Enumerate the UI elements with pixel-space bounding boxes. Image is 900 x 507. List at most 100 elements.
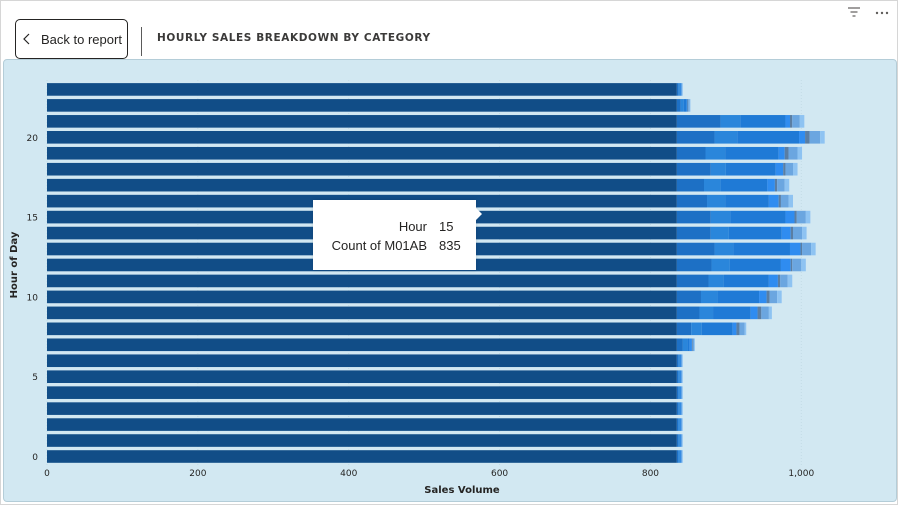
bar-segment[interactable] <box>789 115 793 128</box>
bar-segment[interactable] <box>679 434 681 447</box>
bar-segment[interactable] <box>710 210 731 224</box>
bar-segment[interactable] <box>701 322 733 336</box>
bar-segment[interactable] <box>777 290 782 304</box>
bar-segment[interactable] <box>682 386 683 399</box>
bar-segment[interactable] <box>47 418 677 431</box>
bar-segment[interactable] <box>676 306 700 320</box>
bar-segment[interactable] <box>790 258 793 272</box>
bar-segment[interactable] <box>714 131 738 144</box>
bar-segment[interactable] <box>737 131 800 144</box>
bar-segment[interactable] <box>676 290 701 304</box>
bar-segment[interactable] <box>47 338 677 352</box>
bar-segment[interactable] <box>678 434 680 447</box>
bar-segment[interactable] <box>676 322 692 336</box>
bar-segment[interactable] <box>780 194 789 208</box>
bar-segment[interactable] <box>676 402 679 415</box>
bar-segment[interactable] <box>802 242 812 256</box>
bar-segment[interactable] <box>676 83 679 96</box>
bar-segment[interactable] <box>47 146 677 160</box>
bar-segment[interactable] <box>678 418 680 431</box>
bar-segment[interactable] <box>784 146 789 160</box>
bar-segment[interactable] <box>679 418 681 431</box>
bar-segment[interactable] <box>47 322 677 336</box>
bar-segment[interactable] <box>47 274 677 288</box>
bar-segment[interactable] <box>793 162 798 176</box>
bar-segment[interactable] <box>805 210 811 224</box>
bar-segment[interactable] <box>799 115 805 128</box>
bar-segment[interactable] <box>47 131 677 144</box>
bar-segment[interactable] <box>766 290 770 304</box>
bar-segment[interactable] <box>676 386 679 399</box>
bar-segment[interactable] <box>689 99 691 112</box>
bar-segment[interactable] <box>680 386 682 399</box>
bar-segment[interactable] <box>676 178 704 192</box>
bar-segment[interactable] <box>787 274 793 288</box>
bar-segment[interactable] <box>796 210 806 224</box>
bar-segment[interactable] <box>820 131 825 144</box>
bar-segment[interactable] <box>788 146 798 160</box>
bar-segment[interactable] <box>700 290 718 304</box>
bar-segment[interactable] <box>680 450 682 463</box>
bar-segment[interactable] <box>47 162 677 176</box>
bar-segment[interactable] <box>676 450 679 463</box>
bar-segment[interactable] <box>680 99 684 112</box>
bar-segment[interactable] <box>682 354 683 368</box>
bar-segment[interactable] <box>778 194 781 208</box>
bar-segment[interactable] <box>681 450 683 463</box>
bar-segment[interactable] <box>676 210 711 224</box>
bar-segment[interactable] <box>780 274 788 288</box>
bar-segment[interactable] <box>781 226 791 240</box>
bar-segment[interactable] <box>680 402 682 415</box>
bar-segment[interactable] <box>47 83 677 96</box>
bar-segment[interactable] <box>725 146 779 160</box>
bar-segment[interactable] <box>47 434 677 447</box>
bar-segment[interactable] <box>47 99 677 112</box>
bar-segment[interactable] <box>799 131 806 144</box>
back-to-report-button[interactable]: Back to report <box>15 19 128 59</box>
bar-segment[interactable] <box>676 194 708 208</box>
bar-segment[interactable] <box>809 131 821 144</box>
bar-segment[interactable] <box>676 226 711 240</box>
bar-segment[interactable] <box>676 146 706 160</box>
bar-segment[interactable] <box>676 370 679 383</box>
bar-segment[interactable] <box>768 306 772 320</box>
bar-segment[interactable] <box>761 306 769 320</box>
bar-segment[interactable] <box>682 418 683 431</box>
bar-segment[interactable] <box>680 418 682 431</box>
bar-segment[interactable] <box>680 434 682 447</box>
bar-segment[interactable] <box>691 322 702 336</box>
bar-segment[interactable] <box>687 338 690 352</box>
bar-segment[interactable] <box>800 242 803 256</box>
bar-segment[interactable] <box>681 386 683 399</box>
bar-segment[interactable] <box>676 258 712 272</box>
bar-segment[interactable] <box>683 99 687 112</box>
bar-segment[interactable] <box>682 370 683 383</box>
bar-segment[interactable] <box>676 131 715 144</box>
bar-segment[interactable] <box>778 146 785 160</box>
bar-segment[interactable] <box>676 274 709 288</box>
bar-segment[interactable] <box>710 226 729 240</box>
bar-segment[interactable] <box>682 434 683 447</box>
bar-segment[interactable] <box>688 99 690 112</box>
bar-segment[interactable] <box>681 83 683 96</box>
bar-segment[interactable] <box>725 194 769 208</box>
bar-segment[interactable] <box>725 162 776 176</box>
bar-segment[interactable] <box>740 115 786 128</box>
bar-segment[interactable] <box>681 370 683 383</box>
bar-segment[interactable] <box>676 434 679 447</box>
filter-icon[interactable] <box>846 5 862 19</box>
bar-segment[interactable] <box>682 450 683 463</box>
bar-segment[interactable] <box>767 178 775 192</box>
bar-segment[interactable] <box>789 242 801 256</box>
bar-segment[interactable] <box>707 194 726 208</box>
bar-segment[interactable] <box>679 450 681 463</box>
bar-segment[interactable] <box>676 242 715 256</box>
bar-segment[interactable] <box>694 338 695 352</box>
bar-segment[interactable] <box>708 274 724 288</box>
bar-segment[interactable] <box>759 290 767 304</box>
bar-segment[interactable] <box>792 115 800 128</box>
bar-segment[interactable] <box>47 178 677 192</box>
bar-segment[interactable] <box>680 83 682 96</box>
bar-segment[interactable] <box>679 386 681 399</box>
bar-segment[interactable] <box>699 306 714 320</box>
